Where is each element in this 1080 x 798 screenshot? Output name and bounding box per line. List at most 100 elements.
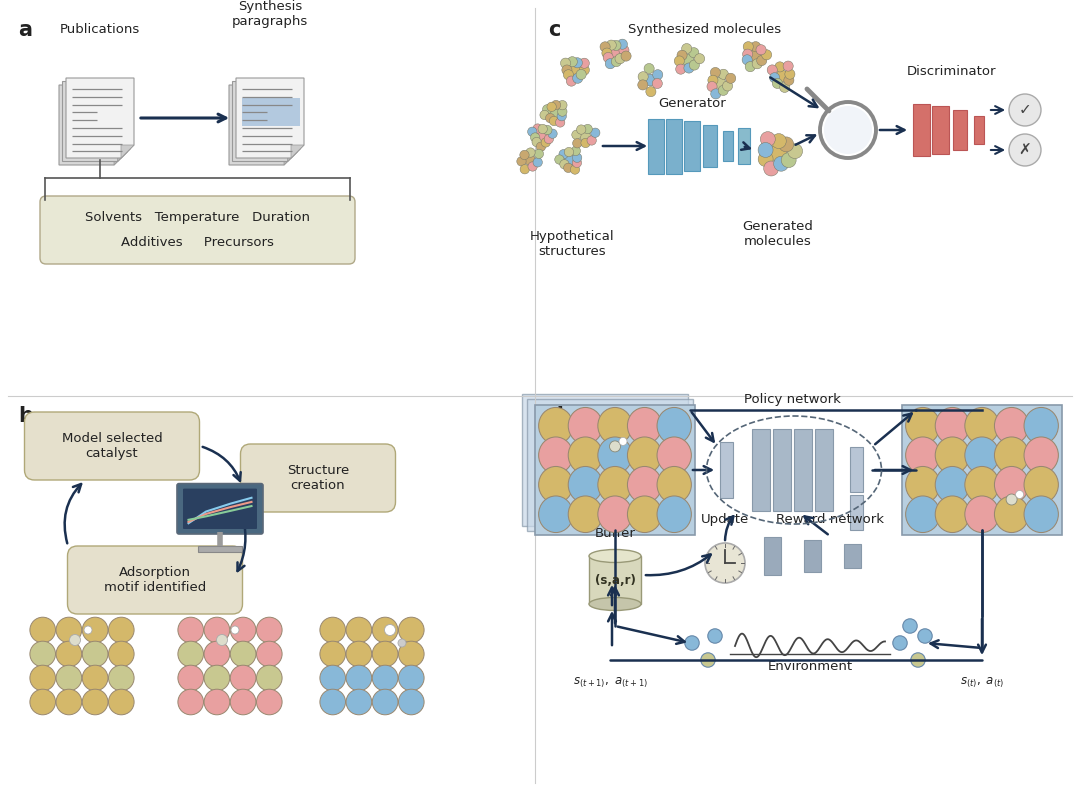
Bar [198, 546, 242, 552]
Bar [752, 429, 769, 511]
FancyBboxPatch shape [25, 412, 200, 480]
Circle shape [256, 689, 282, 715]
Ellipse shape [598, 408, 632, 444]
Circle shape [69, 634, 81, 646]
Circle shape [583, 124, 592, 134]
Ellipse shape [964, 437, 999, 473]
Bar [242, 98, 300, 126]
Circle shape [384, 625, 395, 635]
Circle shape [577, 124, 585, 134]
Circle shape [756, 45, 766, 55]
Text: Policy network: Policy network [743, 393, 840, 406]
Circle shape [30, 689, 55, 715]
Text: Synthesis
paragraphs: Synthesis paragraphs [232, 0, 308, 28]
Circle shape [611, 57, 621, 67]
Ellipse shape [935, 467, 970, 503]
Ellipse shape [657, 467, 691, 503]
Circle shape [772, 78, 783, 89]
Polygon shape [114, 152, 127, 165]
Circle shape [30, 617, 55, 643]
Circle shape [320, 666, 346, 691]
Circle shape [707, 75, 718, 85]
Ellipse shape [539, 467, 573, 503]
Circle shape [399, 639, 406, 647]
Text: d: d [548, 406, 563, 426]
Circle shape [580, 131, 591, 141]
Circle shape [784, 75, 794, 85]
Circle shape [572, 153, 582, 163]
Circle shape [572, 57, 582, 68]
Bar [932, 106, 949, 154]
Polygon shape [237, 78, 303, 158]
Circle shape [30, 666, 55, 691]
Circle shape [707, 81, 717, 92]
Ellipse shape [906, 408, 940, 444]
Circle shape [767, 65, 778, 75]
Circle shape [178, 642, 203, 667]
Circle shape [787, 144, 802, 159]
Text: a: a [18, 20, 32, 40]
Text: Generator: Generator [658, 97, 726, 110]
Ellipse shape [906, 467, 940, 503]
Bar [953, 110, 967, 150]
FancyBboxPatch shape [902, 405, 1062, 535]
Circle shape [399, 666, 424, 691]
Circle shape [542, 125, 552, 135]
Ellipse shape [935, 408, 970, 444]
Ellipse shape [598, 467, 632, 503]
Circle shape [918, 629, 932, 643]
Ellipse shape [995, 437, 1029, 473]
Circle shape [528, 127, 537, 136]
Circle shape [542, 105, 552, 114]
Text: Additives     Precursors: Additives Precursors [121, 235, 274, 248]
Circle shape [824, 106, 872, 154]
Circle shape [1007, 494, 1017, 505]
Circle shape [534, 158, 542, 167]
FancyBboxPatch shape [183, 488, 257, 529]
Circle shape [528, 162, 537, 172]
Ellipse shape [964, 408, 999, 444]
Circle shape [537, 131, 548, 141]
Circle shape [718, 85, 728, 96]
Circle shape [770, 73, 780, 83]
Circle shape [571, 146, 580, 156]
Bar [764, 537, 781, 575]
Circle shape [108, 689, 134, 715]
Circle shape [774, 61, 785, 72]
Circle shape [609, 441, 621, 452]
Ellipse shape [995, 496, 1029, 532]
Circle shape [681, 44, 692, 53]
Circle shape [777, 70, 787, 82]
Circle shape [581, 138, 591, 148]
Circle shape [602, 48, 612, 58]
Circle shape [550, 117, 558, 125]
Bar [913, 104, 930, 156]
Circle shape [399, 642, 424, 667]
Circle shape [373, 642, 397, 667]
Circle shape [230, 689, 256, 715]
Polygon shape [63, 81, 131, 161]
Circle shape [760, 132, 775, 147]
Circle shape [701, 653, 715, 667]
Text: ✓: ✓ [1018, 102, 1031, 117]
Ellipse shape [657, 437, 691, 473]
Text: $s_{(t+1)},\ a_{(t+1)}$: $s_{(t+1)},\ a_{(t+1)}$ [572, 676, 647, 690]
Circle shape [526, 148, 536, 157]
Ellipse shape [1024, 408, 1058, 444]
Circle shape [399, 689, 424, 715]
Circle shape [178, 689, 203, 715]
Circle shape [541, 138, 551, 147]
Circle shape [893, 636, 907, 650]
Circle shape [742, 55, 753, 65]
Circle shape [600, 41, 610, 52]
Circle shape [638, 80, 648, 90]
Circle shape [781, 152, 796, 168]
Circle shape [591, 128, 600, 137]
Ellipse shape [995, 467, 1029, 503]
Circle shape [652, 69, 663, 80]
Text: Hypothetical
structures: Hypothetical structures [529, 230, 615, 258]
Circle shape [204, 617, 230, 643]
Polygon shape [291, 145, 303, 158]
Bar [794, 429, 811, 511]
Bar [843, 544, 861, 568]
